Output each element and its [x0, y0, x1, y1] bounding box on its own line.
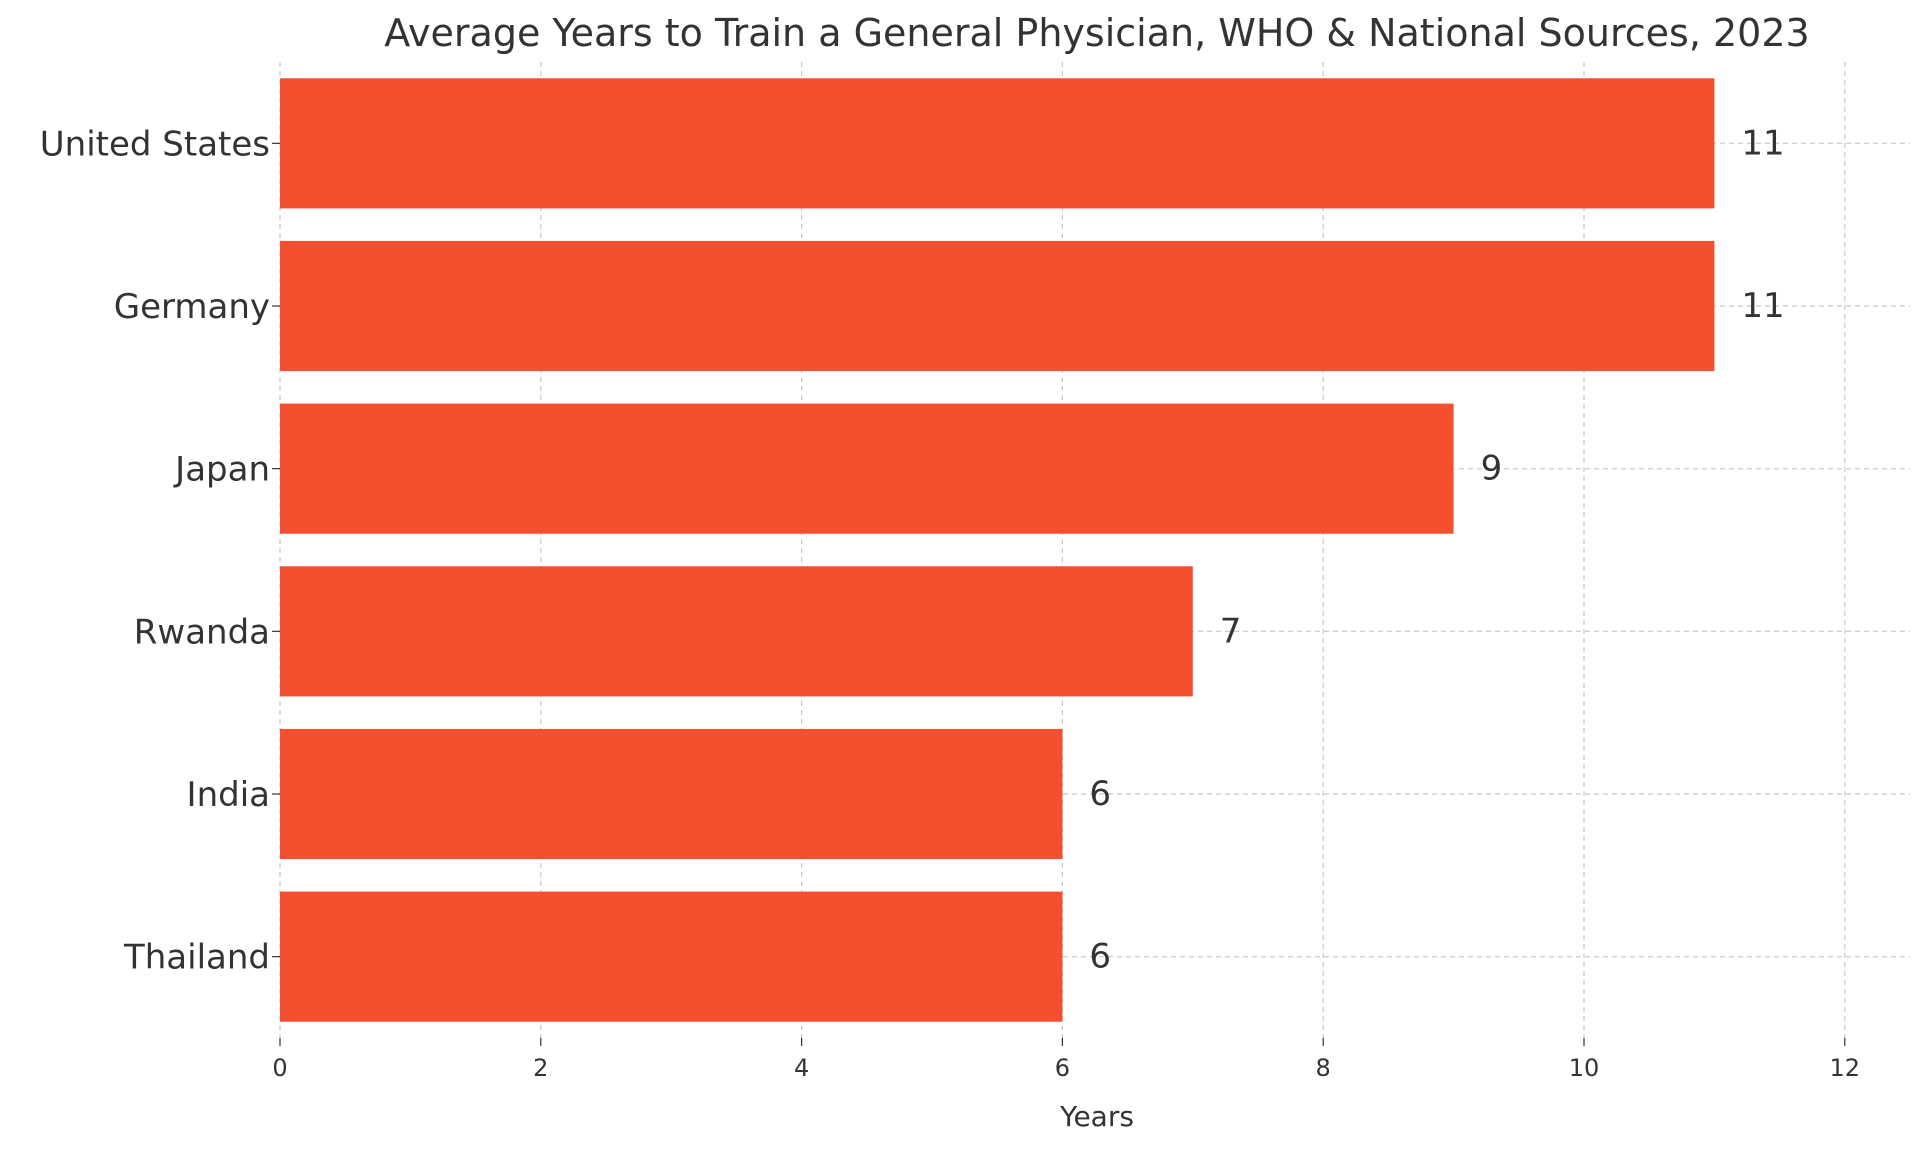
data-labels: 11 11 9 7 6 6 [1089, 123, 1784, 976]
x-tick-label: 2 [533, 1054, 548, 1082]
x-tick-label: 10 [1569, 1054, 1600, 1082]
y-tick-label: Thailand [123, 938, 270, 978]
data-label: 7 [1220, 611, 1242, 651]
bar-rwanda [280, 566, 1193, 697]
y-axis: United States Germany Japan Rwanda India Thai… [40, 124, 280, 978]
bar-india [280, 728, 1063, 860]
bar-united-states [280, 78, 1715, 209]
bar-japan [280, 403, 1454, 534]
bar-germany [280, 240, 1715, 372]
y-tick-label: Germany [114, 287, 270, 327]
x-tick-label: 6 [1055, 1054, 1070, 1082]
x-tick-label: 12 [1830, 1054, 1861, 1082]
x-tick-label: 8 [1316, 1054, 1331, 1082]
x-tick-label: 0 [272, 1054, 287, 1082]
x-tick-label: 4 [794, 1054, 809, 1082]
data-label: 9 [1481, 449, 1503, 489]
x-axis-label: Years [1059, 1100, 1134, 1133]
y-tick-label: India [187, 775, 270, 815]
bars [280, 78, 1715, 1022]
data-label: 6 [1089, 774, 1111, 814]
x-axis: 0 2 4 6 8 10 12 [272, 1038, 1860, 1082]
data-label: 11 [1741, 286, 1784, 326]
y-tick-label: United States [40, 124, 270, 164]
y-tick-label: Rwanda [134, 612, 270, 652]
bar-thailand [280, 891, 1063, 1022]
chart-title: Average Years to Train a General Physici… [384, 11, 1809, 55]
data-label: 11 [1741, 123, 1784, 163]
y-tick-label: Japan [173, 450, 270, 490]
data-label: 6 [1089, 937, 1111, 977]
